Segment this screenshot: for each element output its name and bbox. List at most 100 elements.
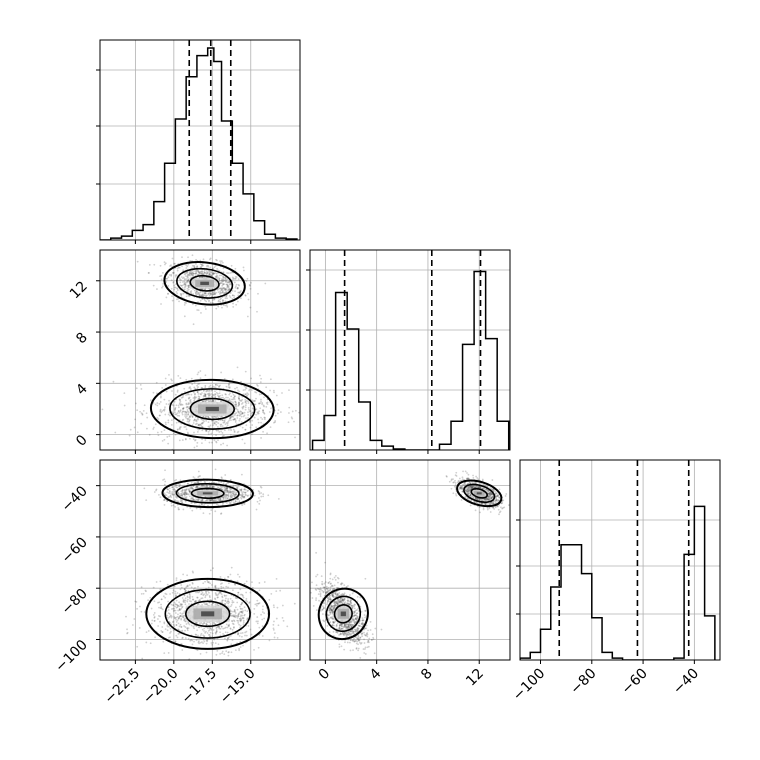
scatter-point	[158, 414, 161, 417]
scatter-point	[202, 258, 205, 261]
scatter-point	[201, 603, 204, 606]
scatter-point	[132, 624, 134, 626]
scatter-point	[140, 586, 143, 589]
scatter-point	[141, 413, 144, 416]
scatter-point	[466, 489, 469, 491]
scatter-point	[239, 626, 241, 629]
scatter-point	[174, 393, 177, 396]
scatter-point	[226, 631, 229, 634]
scatter-point	[234, 418, 237, 421]
scatter-point	[159, 580, 162, 583]
scatter-point	[468, 488, 471, 491]
scatter-point	[216, 649, 219, 652]
scatter-point	[198, 640, 200, 643]
scatter-point	[179, 603, 182, 605]
scatter-point	[212, 293, 215, 296]
scatter-point	[261, 418, 264, 420]
scatter-point	[244, 393, 247, 396]
scatter-point	[212, 400, 215, 403]
scatter-point	[140, 412, 143, 415]
scatter-point	[245, 402, 248, 405]
scatter-point	[194, 633, 197, 636]
scatter-point	[156, 416, 159, 419]
scatter-point	[217, 291, 220, 294]
scatter-point	[228, 283, 231, 286]
scatter-point	[468, 490, 470, 493]
scatter-point	[189, 274, 192, 277]
scatter-point	[259, 374, 261, 377]
scatter-point	[221, 280, 224, 283]
scatter-point	[242, 596, 245, 599]
scatter-point	[258, 582, 261, 584]
scatter-point	[191, 581, 194, 584]
scatter-point	[176, 292, 179, 295]
scatter-point	[243, 495, 246, 498]
scatter-point	[211, 399, 214, 401]
scatter-point	[199, 294, 202, 297]
scatter-point	[214, 400, 217, 402]
scatter-point	[490, 496, 492, 499]
scatter-point	[207, 415, 209, 418]
scatter-point	[182, 276, 185, 279]
scatter-point	[220, 485, 223, 488]
scatter-point	[251, 399, 254, 402]
scatter-point	[489, 492, 492, 495]
scatter-point	[231, 490, 234, 493]
scatter-point	[189, 491, 191, 494]
scatter-point	[245, 387, 248, 390]
scatter-point	[175, 618, 177, 621]
scatter-point	[195, 507, 198, 510]
scatter-point	[221, 435, 224, 438]
scatter-point	[188, 405, 191, 408]
scatter-point	[185, 272, 188, 275]
scatter-point	[217, 305, 220, 308]
scatter-point	[219, 282, 222, 285]
scatter-point	[224, 626, 227, 629]
scatter-point	[173, 616, 176, 618]
scatter-point	[244, 399, 247, 401]
scatter-point	[226, 626, 229, 629]
scatter-point	[214, 293, 217, 295]
scatter-point	[198, 276, 201, 279]
scatter-point	[258, 492, 261, 495]
scatter-point	[256, 616, 259, 618]
scatter-point	[207, 586, 210, 589]
scatter-point	[208, 300, 210, 303]
scatter-point	[220, 371, 223, 374]
scatter-point	[217, 587, 220, 590]
scatter-point	[242, 406, 245, 408]
scatter-point	[259, 402, 262, 405]
scatter-point	[145, 590, 147, 593]
scatter-point	[208, 441, 211, 444]
scatter-point	[209, 393, 212, 396]
scatter-point	[197, 585, 199, 588]
scatter-point	[205, 630, 207, 633]
scatter-point	[178, 608, 181, 610]
scatter-point	[167, 292, 169, 295]
scatter-point	[257, 602, 260, 605]
scatter-point	[209, 399, 212, 402]
scatter-point	[190, 272, 193, 275]
scatter-point	[480, 499, 483, 501]
scatter-point	[221, 496, 224, 499]
scatter-point	[492, 496, 494, 498]
scatter-point	[146, 416, 149, 419]
scatter-point	[211, 602, 214, 605]
scatter-point	[194, 272, 197, 275]
scatter-point	[233, 395, 236, 398]
scatter-point	[195, 270, 198, 273]
scatter-point	[207, 627, 209, 630]
scatter-point	[461, 476, 464, 479]
scatter-point	[219, 291, 222, 294]
scatter-point	[190, 273, 193, 275]
scatter-point	[174, 413, 177, 416]
scatter-point	[246, 610, 249, 613]
scatter-point	[488, 493, 491, 496]
scatter-point	[134, 600, 137, 603]
scatter-point	[196, 431, 199, 433]
scatter-point	[156, 288, 158, 290]
scatter-point	[204, 416, 207, 419]
scatter-point	[490, 493, 493, 496]
scatter-point	[182, 410, 184, 413]
scatter-point	[237, 632, 240, 635]
